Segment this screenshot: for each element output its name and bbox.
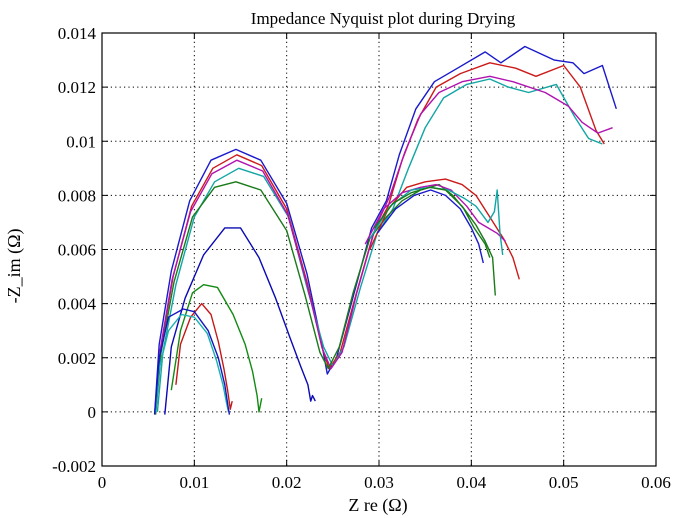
series-layer bbox=[153, 45, 617, 415]
x-tick-label: 0.03 bbox=[364, 473, 394, 492]
series-line-9 bbox=[154, 313, 230, 413]
x-tick-label: 0.06 bbox=[641, 473, 671, 492]
y-axis-label: -Z_im (Ω) bbox=[4, 229, 25, 304]
series-line-1 bbox=[153, 45, 617, 415]
y-tick-label: 0.012 bbox=[58, 78, 96, 97]
series-line-6 bbox=[164, 227, 316, 415]
y-tick-label: 0.004 bbox=[58, 295, 97, 314]
series-line-2 bbox=[154, 62, 605, 412]
x-tick-label: 0.05 bbox=[549, 473, 579, 492]
tick-layer: 0 0.01 0.02 0.03 0.04 0.05 0.06-0.00200.0020.0… bbox=[52, 24, 671, 492]
y-tick-label: 0.01 bbox=[66, 132, 96, 151]
series-line-15 bbox=[376, 189, 484, 264]
chart-title: Impedance Nyquist plot during Drying bbox=[251, 9, 516, 28]
x-tick-label: 0.01 bbox=[179, 473, 209, 492]
y-tick-label: -0.002 bbox=[52, 457, 96, 476]
series-line-13 bbox=[369, 186, 504, 255]
series-line-8 bbox=[170, 284, 263, 413]
x-axis-label: Z re (Ω) bbox=[348, 495, 407, 516]
x-tick-label: 0 bbox=[98, 473, 107, 492]
series-line-14 bbox=[373, 186, 496, 296]
x-tick-label: 0.04 bbox=[456, 473, 486, 492]
x-tick-label: 0.02 bbox=[272, 473, 302, 492]
series-line-12 bbox=[364, 183, 506, 245]
series-line-7 bbox=[175, 302, 233, 410]
y-tick-label: 0 bbox=[88, 403, 97, 422]
series-line-10 bbox=[153, 308, 231, 415]
grid-layer bbox=[102, 33, 656, 466]
y-tick-label: 0.002 bbox=[58, 349, 96, 368]
series-line-4 bbox=[154, 75, 613, 412]
y-tick-label: 0.014 bbox=[58, 24, 97, 43]
y-tick-label: 0.006 bbox=[58, 241, 96, 260]
y-tick-label: 0.008 bbox=[58, 186, 96, 205]
series-line-5 bbox=[154, 181, 491, 415]
series-line-3 bbox=[156, 78, 603, 412]
